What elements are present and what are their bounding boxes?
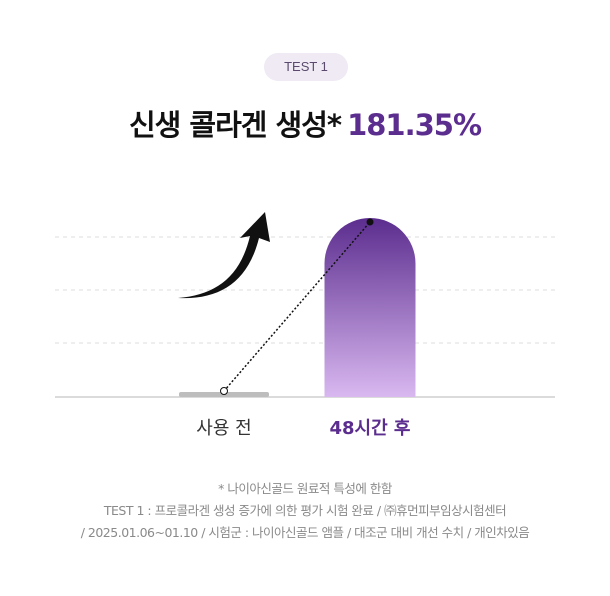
footnote-line: TEST 1 : 프로콜라겐 생성 증가에 의한 평가 시험 완료 / ㈜휴먼피… [103,503,507,518]
footnotes: * 나이아신골드 원료적 특성에 한함 TEST 1 : 프로콜라겐 생성 증가… [0,478,610,544]
trend-line [223,221,371,392]
headline: 신생 콜라겐 생성* 181.35% [0,102,610,144]
up-arrow-icon [178,212,270,299]
headline-text: 신생 콜라겐 생성* [128,108,342,142]
footnote-line: * 나이아신골드 원료적 특성에 한함 [218,481,392,496]
test-badge: TEST 1 [264,53,348,81]
x-label-after: 48시간 후 [329,418,411,439]
headline-value: 181.35% [347,108,482,142]
x-label-before: 사용 전 [196,418,252,439]
point-after [366,218,374,226]
footnote-line: / 2025.01.06~01.10 / 시험군 : 나이아신골드 앰플 / 대… [80,525,530,540]
point-before [220,387,228,395]
bar-after [324,218,416,397]
